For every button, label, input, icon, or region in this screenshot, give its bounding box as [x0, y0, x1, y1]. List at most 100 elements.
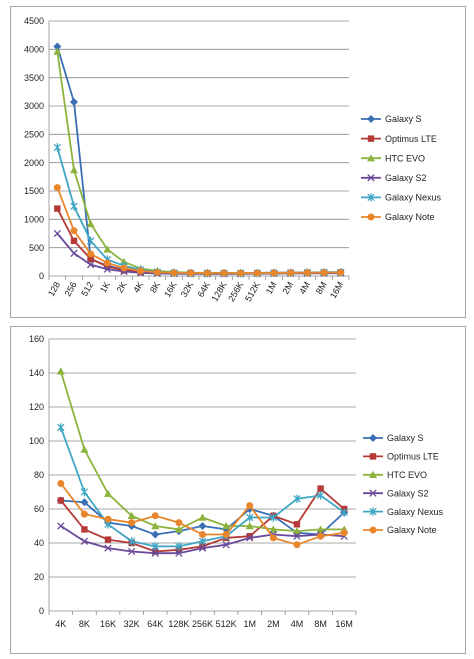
data-point	[246, 534, 254, 542]
data-point	[127, 537, 136, 546]
data-point	[87, 236, 95, 246]
data-point	[317, 485, 324, 492]
y-tick-label: 60	[34, 504, 44, 514]
data-point	[293, 494, 301, 503]
x-tick-label: 16M	[328, 280, 345, 300]
y-tick-label: 20	[34, 572, 44, 582]
data-point	[70, 166, 78, 174]
data-point	[170, 269, 178, 277]
data-point	[81, 526, 88, 533]
x-tick-label: 64K	[147, 619, 163, 629]
data-point	[253, 269, 261, 277]
y-tick-label: 1000	[24, 215, 44, 225]
data-point	[340, 529, 348, 537]
data-point	[104, 489, 113, 497]
data-point	[103, 265, 111, 273]
legend-item: Galaxy Nexus	[361, 193, 442, 203]
data-point	[53, 42, 62, 51]
data-point	[174, 525, 183, 533]
legend-label: Galaxy Nexus	[385, 193, 442, 203]
legend-item: Optimus LTE	[363, 452, 439, 462]
legend-marker	[367, 213, 375, 221]
data-point	[80, 487, 89, 497]
data-point	[269, 525, 278, 533]
data-point	[246, 533, 253, 540]
series-galaxy-note	[57, 480, 348, 549]
x-tick-label: 8M	[314, 619, 327, 629]
legend-label: Galaxy S	[387, 433, 424, 443]
series-line	[56, 147, 341, 275]
data-point	[128, 519, 136, 527]
legend-label: Optimus LTE	[387, 452, 439, 462]
data-point	[175, 549, 183, 557]
y-tick-label: 3000	[24, 101, 44, 111]
series-line	[56, 51, 341, 274]
data-point	[199, 531, 206, 538]
legend-label: Galaxy S	[385, 114, 422, 124]
data-point	[337, 268, 345, 276]
y-tick-label: 0	[39, 606, 44, 616]
y-tick-label: 160	[29, 334, 44, 344]
x-tick-label: 512	[79, 280, 95, 298]
legend-item: HTC EVO	[361, 153, 425, 163]
x-tick-label: 32K	[124, 619, 140, 629]
legend-item: Galaxy S	[361, 114, 422, 124]
data-point	[86, 219, 95, 228]
legend-item: Galaxy Note	[363, 525, 437, 535]
legend-item: HTC EVO	[363, 470, 427, 480]
legend-marker	[367, 154, 375, 162]
series-galaxy-s2	[57, 522, 348, 557]
data-point	[320, 269, 328, 277]
data-point	[316, 491, 325, 500]
x-tick-label: 4M	[291, 619, 304, 629]
data-point	[198, 537, 207, 546]
x-tick-label: 64K	[195, 280, 212, 299]
data-point	[153, 268, 161, 276]
data-point	[80, 445, 89, 453]
data-point	[53, 229, 61, 238]
legend-label: Galaxy Nexus	[387, 507, 444, 517]
legend-item: Galaxy S2	[361, 173, 427, 183]
series-galaxy-s2	[53, 229, 345, 278]
data-point	[198, 522, 207, 530]
data-point	[80, 498, 89, 507]
x-tick-label: 128K	[168, 619, 189, 629]
legend-marker	[369, 507, 377, 516]
legend-item: Optimus LTE	[361, 134, 437, 144]
y-tick-label: 100	[29, 436, 44, 446]
data-point	[151, 549, 159, 557]
data-point	[70, 202, 78, 211]
legend-marker	[367, 115, 375, 123]
data-point	[87, 250, 95, 258]
data-point	[222, 541, 230, 549]
x-tick-label: 2M	[267, 619, 280, 629]
line-chart-2: 0 20 40 60 80 100 120 140 160 4K 8K 16K 32K 64K 128K 25…	[29, 334, 444, 629]
legend-label: HTC EVO	[387, 470, 427, 480]
legend-marker	[369, 526, 377, 534]
data-point	[293, 541, 301, 549]
x-tick-label: 4M	[297, 280, 312, 296]
data-point	[151, 522, 160, 530]
x-tick-label: 512K	[216, 619, 237, 629]
x-tick-label: 16K	[162, 280, 179, 299]
data-point	[103, 245, 112, 253]
data-point	[237, 269, 245, 277]
x-tick-label: 1K	[98, 280, 112, 295]
data-point	[57, 522, 65, 530]
legend-label: Galaxy Note	[385, 212, 435, 222]
y-tick-label: 1500	[24, 186, 44, 196]
legend-item: Galaxy Nexus	[363, 507, 444, 517]
x-tick-label: 4K	[55, 619, 66, 629]
legend-marker	[367, 135, 375, 142]
x-tick-label: 4K	[131, 280, 145, 295]
x-tick-label: 8K	[79, 619, 90, 629]
x-tick-label: 1M	[264, 280, 279, 296]
data-point	[175, 542, 183, 551]
x-tick-label: 16K	[100, 619, 116, 629]
data-point	[220, 269, 228, 277]
y-tick-label: 4500	[24, 16, 44, 26]
data-point	[287, 269, 295, 277]
data-point	[53, 184, 61, 192]
series-line	[56, 232, 341, 275]
